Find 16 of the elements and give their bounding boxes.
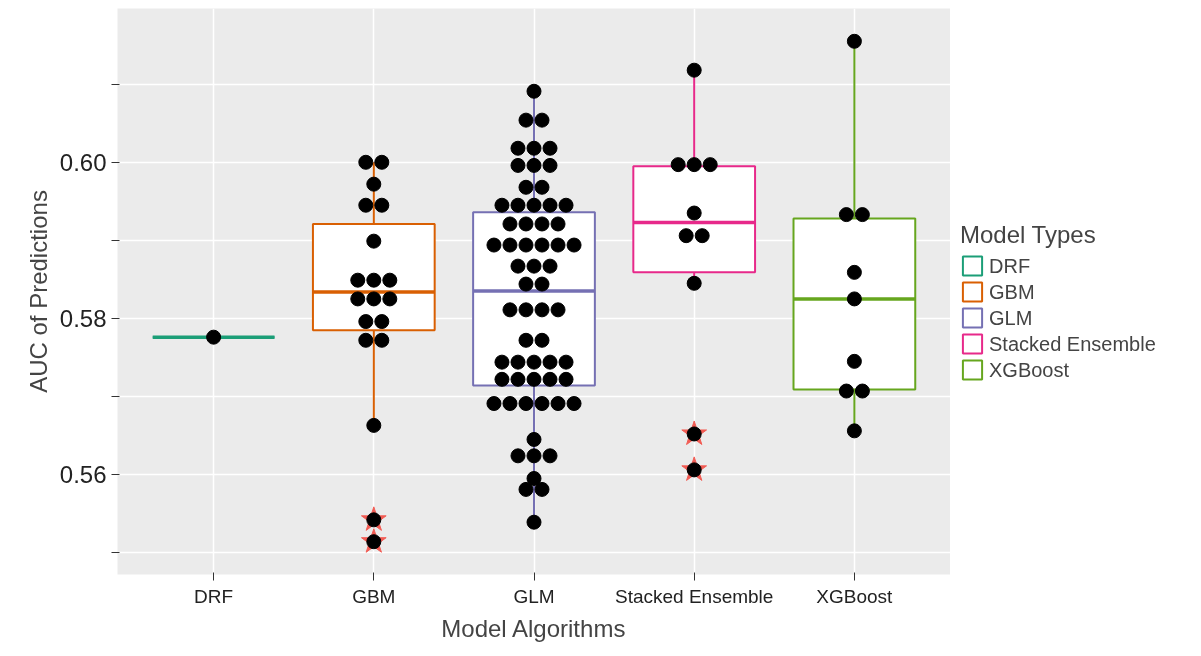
legend-label: XGBoost xyxy=(989,358,1070,381)
legend-label: Stacked Ensemble xyxy=(989,332,1156,355)
x-tick-label: GLM xyxy=(513,585,555,607)
y-axis-title: AUC of Predictions xyxy=(24,190,52,393)
x-tick-label: XGBoost xyxy=(816,585,894,607)
x-tick-label: GBM xyxy=(352,585,396,607)
legend-title: Model Types xyxy=(960,220,1097,249)
legend-label: DRF xyxy=(989,254,1031,277)
y-tick-label: 0.58 xyxy=(59,304,107,332)
x-axis-title: Model Algorithms xyxy=(441,614,626,642)
legend-label: GLM xyxy=(989,306,1033,329)
x-tick-label: DRF xyxy=(194,585,234,607)
x-tick-label: Stacked Ensemble xyxy=(614,585,774,607)
y-tick-label: 0.60 xyxy=(59,148,107,176)
y-tick-label: 0.56 xyxy=(59,461,107,489)
legend-label: GBM xyxy=(989,280,1035,303)
